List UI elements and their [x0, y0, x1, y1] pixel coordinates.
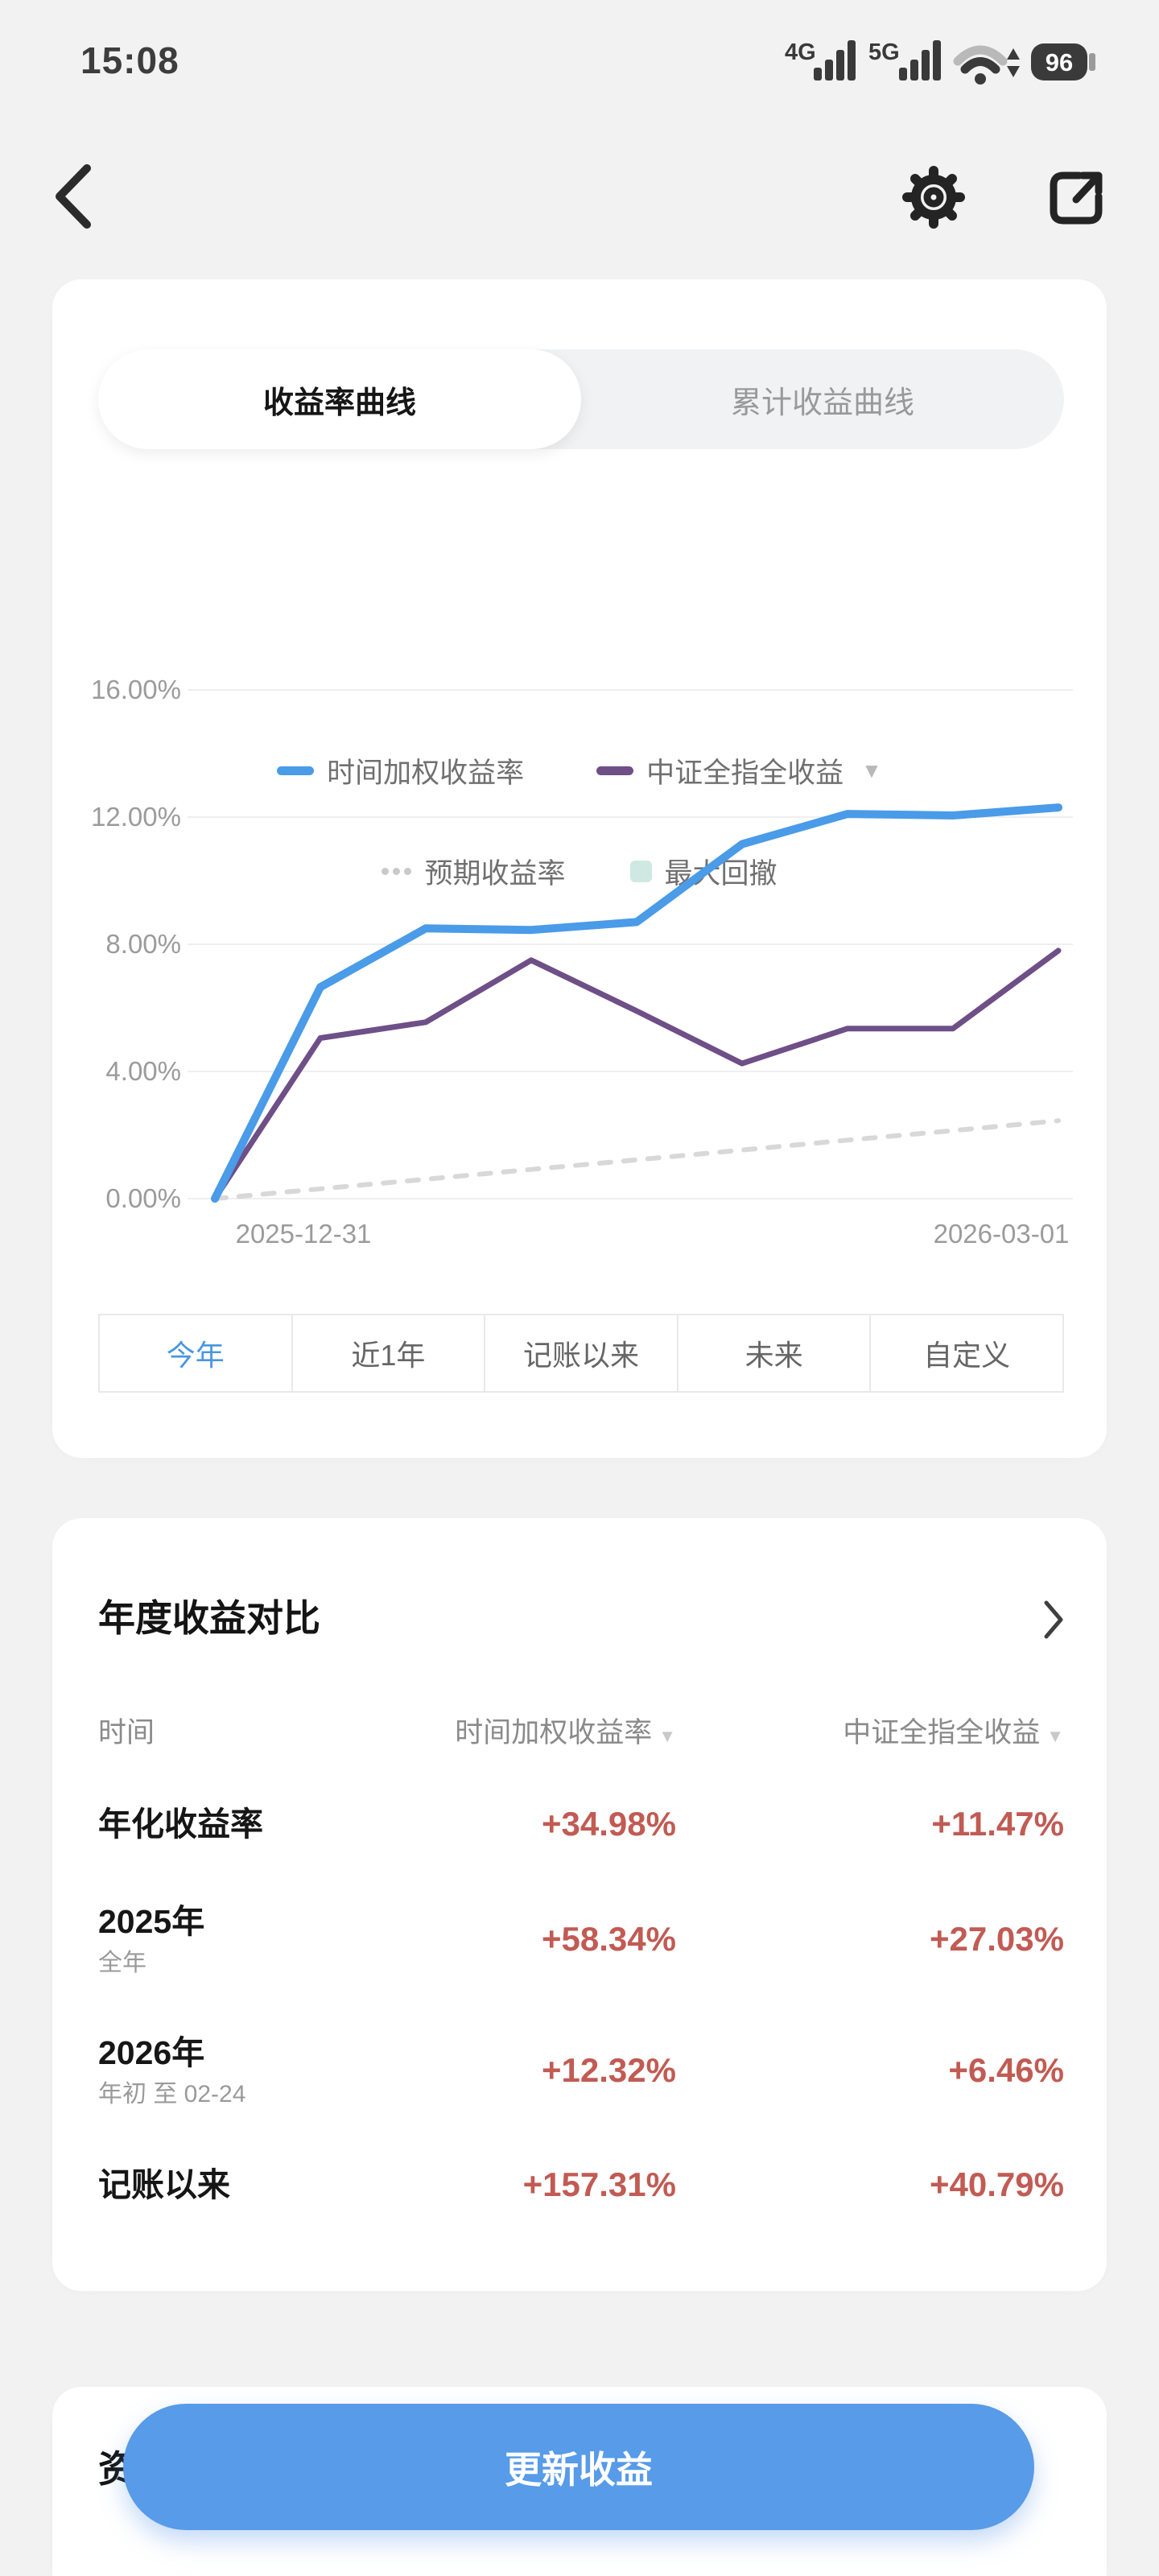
- legend-label: 时间加权收益率: [327, 758, 525, 789]
- header-benchmark-index[interactable]: 中证全指全收益 ▼: [843, 1710, 1064, 1751]
- range-selector: 今年 近1年 记账以来 未来 自定义: [98, 1314, 1064, 1393]
- row-sublabel: 年初 至 02-24: [98, 2081, 246, 2107]
- range-button-1-year[interactable]: 近1年: [291, 1315, 485, 1391]
- row-value: +11.47%: [931, 1805, 1064, 1843]
- signal-4g-icon: 4G: [785, 39, 856, 80]
- legend-dots-swatch: [382, 868, 412, 875]
- legend-label: 中证全指全收益: [646, 758, 844, 789]
- tab-switcher: 收益率曲线 累计收益曲线: [98, 349, 1064, 449]
- legend-item-time-weighted-return: 时间加权收益率: [277, 750, 524, 791]
- wifi-icon: [953, 45, 1020, 85]
- clock-time: 15:08: [80, 39, 179, 81]
- header-label: 时间加权收益率: [455, 1717, 653, 1748]
- annual-comparison-card: 年度收益对比 时间 时间加权收益率 ▼ 中证全指全收益 ▼ 年化收益率 +34.98…: [52, 1518, 1107, 2291]
- row-label-block: 记账以来: [98, 2161, 230, 2209]
- svg-text:4.00%: 4.00%: [105, 1056, 181, 1086]
- svg-text:0.00%: 0.00%: [105, 1183, 181, 1213]
- row-value: +6.46%: [948, 2051, 1064, 2089]
- range-button-since-tracking[interactable]: 记账以来: [484, 1315, 677, 1391]
- row-value: +12.32%: [542, 2051, 676, 2089]
- row-sublabel: 全年: [98, 1950, 146, 1976]
- row-value: +157.31%: [522, 2165, 676, 2203]
- back-button[interactable]: [50, 161, 98, 233]
- range-button-custom[interactable]: 自定义: [869, 1315, 1062, 1391]
- legend-label: 预期收益率: [424, 858, 566, 890]
- sort-caret-icon: ▼: [1046, 1726, 1064, 1746]
- signal-5g-icon: 5G: [868, 39, 941, 80]
- row-value: +40.79%: [930, 2165, 1064, 2203]
- row-label: 年化收益率: [98, 1806, 263, 1843]
- row-label-block: 年化收益率: [98, 1800, 263, 1848]
- svg-text:12.00%: 12.00%: [91, 802, 181, 832]
- table-row-2026: 2026年 年初 至 02-24 +12.32% +6.46%: [98, 2010, 1064, 2131]
- tab-rate-curve[interactable]: 收益率曲线: [98, 349, 581, 449]
- chart-card: 收益率曲线 累计收益曲线 时间加权收益率 中证全指全收益 ▼ 预期收益率 最大回…: [52, 279, 1107, 1458]
- row-value: +27.03%: [930, 1920, 1064, 1958]
- row-label-block: 2025年 全年: [98, 1897, 204, 1981]
- table-row-2025: 2025年 全年 +58.34% +27.03%: [98, 1879, 1064, 2000]
- header-time-weighted-return[interactable]: 时间加权收益率 ▼: [455, 1710, 676, 1751]
- svg-text:2026-03-01: 2026-03-01: [934, 1219, 1070, 1249]
- header-label: 中证全指全收益: [843, 1717, 1041, 1748]
- svg-text:96: 96: [1046, 48, 1073, 76]
- row-label: 记账以来: [98, 2166, 230, 2203]
- status-icons: 4G 5G 9: [785, 39, 1095, 85]
- chart-legend-row-1: 时间加权收益率 中证全指全收益 ▼: [52, 750, 1107, 791]
- svg-text:8.00%: 8.00%: [105, 929, 181, 959]
- settings-button[interactable]: [898, 163, 969, 233]
- caret-down-icon: ▼: [861, 758, 882, 782]
- header-time: 时间: [98, 1717, 155, 1748]
- returns-chart[interactable]: 0.00% 4.00% 8.00% 12.00% 16.00% 2025-12-31 202…: [52, 668, 1107, 1304]
- table-row-since-tracking: 记账以来 +157.31% +40.79%: [98, 2145, 1064, 2225]
- svg-text:16.00%: 16.00%: [91, 675, 181, 704]
- range-button-future[interactable]: 未来: [676, 1315, 870, 1391]
- share-icon: [1050, 171, 1103, 225]
- battery-indicator: 96: [1031, 43, 1095, 80]
- gear-icon: [902, 166, 965, 229]
- row-label: 2025年: [98, 1903, 205, 1940]
- tab-cumulative-curve[interactable]: 累计收益曲线: [730, 386, 914, 420]
- range-button-this-year[interactable]: 今年: [166, 1339, 225, 1372]
- comparison-table-header: 时间 时间加权收益率 ▼ 中证全指全收益 ▼: [98, 1710, 1064, 1748]
- table-row-annualized: 年化收益率 +34.98% +11.47%: [98, 1784, 1064, 1864]
- legend-line-swatch: [596, 766, 634, 775]
- update-returns-button[interactable]: 更新收益: [123, 2404, 1034, 2530]
- row-label-block: 2026年 年初 至 02-24: [98, 2029, 245, 2112]
- svg-text:5G: 5G: [868, 39, 900, 65]
- row-value: +34.98%: [542, 1805, 676, 1843]
- svg-text:2025-12-31: 2025-12-31: [236, 1219, 372, 1249]
- legend-item-expected-return: 预期收益率: [382, 851, 566, 892]
- legend-line-swatch: [277, 766, 315, 775]
- legend-item-benchmark-index[interactable]: 中证全指全收益 ▼: [596, 750, 882, 791]
- comparison-title: 年度收益对比: [98, 1597, 320, 1639]
- back-chevron-icon: [56, 163, 91, 229]
- share-button[interactable]: [1043, 166, 1109, 232]
- svg-text:4G: 4G: [785, 39, 816, 65]
- sort-caret-icon: ▼: [658, 1726, 676, 1746]
- row-label: 2026年: [98, 2034, 205, 2071]
- row-value: +58.34%: [542, 1920, 676, 1958]
- chevron-right-icon[interactable]: [1042, 1599, 1065, 1641]
- legend-square-swatch: [629, 861, 652, 882]
